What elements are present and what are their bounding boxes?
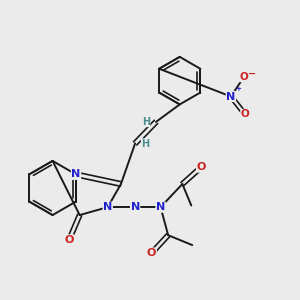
Text: N: N: [130, 202, 140, 212]
Text: O: O: [196, 162, 206, 172]
Text: H: H: [141, 139, 149, 149]
Text: O: O: [240, 72, 248, 82]
Text: O: O: [241, 109, 250, 119]
Text: N: N: [103, 202, 112, 212]
Text: +: +: [235, 86, 241, 92]
Text: N: N: [156, 202, 165, 212]
Text: O: O: [147, 248, 156, 258]
Text: N: N: [71, 169, 81, 179]
Text: O: O: [64, 235, 74, 245]
Text: N: N: [226, 92, 236, 101]
Text: H: H: [142, 117, 150, 127]
Text: −: −: [248, 68, 256, 78]
